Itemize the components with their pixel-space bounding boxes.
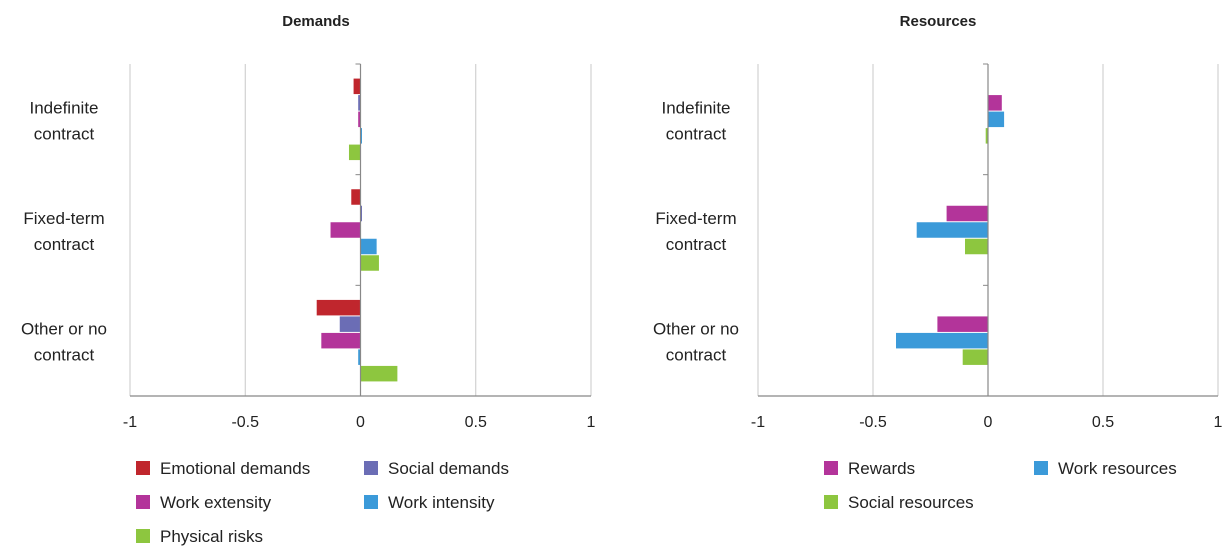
bar-social-resources: [985, 128, 988, 144]
category-label-line: Other or no: [653, 320, 739, 339]
bar-physical-risks: [360, 365, 398, 382]
bar-work-resources: [896, 332, 988, 349]
x-tick-label: 0: [984, 414, 993, 431]
category-label-line: contract: [34, 124, 95, 143]
x-tick-label: 0.5: [1092, 414, 1114, 431]
bar-emotional-demands: [316, 299, 361, 316]
bar-work-extensity: [330, 222, 361, 238]
category-label: Other or no contract: [21, 320, 107, 365]
category-label-line: Fixed-term: [655, 209, 736, 228]
x-tick-label: -0.5: [231, 414, 259, 431]
legend-swatch: [1034, 461, 1048, 475]
category-label-line: contract: [34, 346, 95, 365]
legend-label: Work intensity: [388, 493, 495, 512]
bar-physical-risks: [348, 144, 361, 161]
legend-label: Rewards: [848, 459, 915, 478]
category-label-line: Other or no: [21, 320, 107, 339]
category-label-line: contract: [666, 235, 727, 254]
x-tick-label: -1: [123, 414, 137, 431]
bar-social-demands: [339, 316, 361, 332]
category-label-line: Fixed-term: [23, 209, 104, 228]
x-tick-label: -1: [751, 414, 765, 431]
bar-rewards: [946, 205, 988, 222]
bar-social-resources: [962, 349, 988, 365]
bar-emotional-demands: [353, 78, 361, 95]
bar-work-extensity: [321, 332, 361, 349]
bar-rewards: [937, 316, 988, 332]
bar-work-intensity: [358, 349, 361, 365]
bar-social-resources: [965, 238, 988, 255]
legend-label: Work resources: [1058, 459, 1177, 478]
legend-swatch: [364, 495, 378, 509]
category-label: Fixed-term contract: [655, 209, 736, 254]
legend-swatch: [824, 461, 838, 475]
legend-swatch: [364, 461, 378, 475]
bar-work-intensity: [360, 128, 362, 144]
bar-work-extensity: [358, 111, 361, 128]
bar-social-demands: [360, 205, 362, 222]
bar-social-demands: [358, 95, 361, 111]
x-tick-label: 0.5: [465, 414, 487, 431]
legend-swatch: [824, 495, 838, 509]
bar-work-resources: [988, 111, 1005, 128]
chart-title: Resources: [900, 13, 977, 30]
category-label-line: Indefinite: [30, 98, 99, 117]
legend-label: Social resources: [848, 493, 974, 512]
category-label-line: Indefinite: [662, 98, 731, 117]
legend-label: Emotional demands: [160, 459, 310, 478]
chart-title: Demands: [282, 13, 350, 30]
category-label: Fixed-term contract: [23, 209, 104, 254]
bar-work-resources: [916, 222, 988, 238]
legend-label: Social demands: [388, 459, 509, 478]
category-label-line: contract: [666, 124, 727, 143]
bar-work-intensity: [360, 238, 377, 255]
bar-physical-risks: [360, 255, 379, 271]
category-label-line: contract: [34, 235, 95, 254]
category-label: Other or no contract: [653, 320, 739, 365]
legend-label: Work extensity: [160, 493, 272, 512]
category-label: Indefinite contract: [662, 98, 731, 143]
bar-emotional-demands: [351, 189, 361, 205]
x-tick-label: -0.5: [859, 414, 887, 431]
category-label: Indefinite contract: [30, 98, 99, 143]
bar-rewards: [988, 95, 1002, 111]
x-tick-label: 1: [587, 414, 596, 431]
x-tick-label: 0: [356, 414, 365, 431]
legend-swatch: [136, 529, 150, 543]
x-tick-label: 1: [1214, 414, 1223, 431]
category-label-line: contract: [666, 346, 727, 365]
legend-swatch: [136, 495, 150, 509]
legend-label: Physical risks: [160, 527, 263, 546]
legend-swatch: [136, 461, 150, 475]
